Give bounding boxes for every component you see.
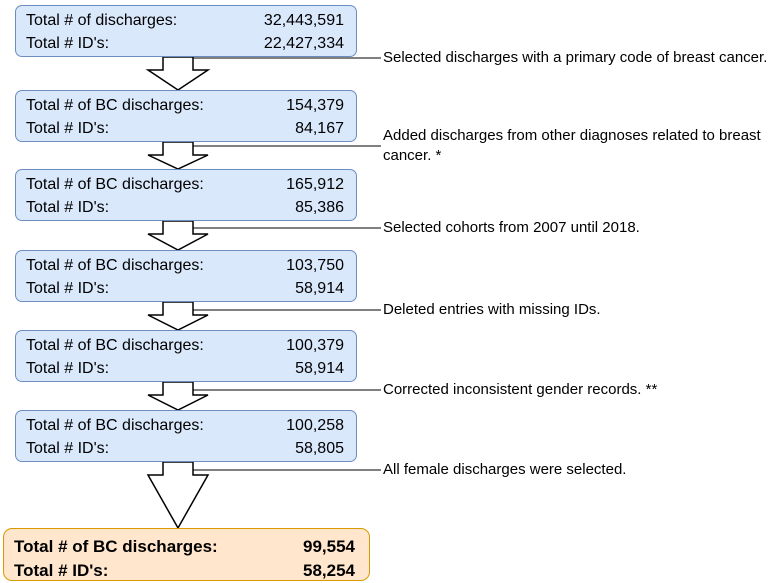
row: Total # ID's: 85,386	[26, 196, 344, 219]
label: Total # of BC discharges:	[14, 537, 218, 556]
arrow	[147, 301, 209, 331]
note: Corrected inconsistent gender records. *…	[383, 381, 658, 398]
value: 58,805	[295, 440, 344, 457]
label: Total # ID's:	[26, 35, 110, 52]
label: Total # ID's:	[14, 561, 109, 580]
row: Total # ID's: 58,914	[26, 277, 344, 300]
value: 154,379	[286, 97, 344, 114]
arrow	[145, 56, 211, 91]
label: Total # ID's:	[26, 440, 110, 457]
row: Total # of BC discharges: 165,912	[26, 173, 344, 196]
label: Total # of BC discharges:	[26, 257, 204, 274]
note: All female discharges were selected.	[383, 461, 627, 478]
row: Total # of BC discharges: 103,750	[26, 254, 344, 277]
box: Total # of BC discharges: 103,750 Total # …	[15, 250, 357, 302]
value: 58,914	[295, 280, 344, 297]
label: Total # of BC discharges:	[26, 337, 204, 354]
value: 85,386	[295, 199, 344, 216]
box: Total # of BC discharges: 100,379 Total # …	[15, 330, 357, 382]
value: 22,427,334	[263, 35, 344, 52]
row: Total # of BC discharges: 100,379	[26, 334, 344, 357]
label: Total # of BC discharges:	[26, 176, 204, 193]
row: Total # of BC discharges: 100,258	[26, 414, 344, 437]
note: Deleted entries with missing IDs.	[383, 301, 601, 318]
box: Total # of discharges: 32,443,591 Total # …	[15, 5, 357, 57]
row: Total # of BC discharges: 154,379	[26, 94, 344, 117]
arrow	[147, 381, 209, 411]
box: Total # of BC discharges: 100,258 Total # …	[15, 410, 357, 462]
arrow	[147, 220, 209, 251]
note: Selected cohorts from 2007 until 2018.	[383, 219, 640, 236]
value: 100,258	[286, 417, 344, 434]
row: Total # ID's: 58,254	[14, 559, 355, 583]
row: Total # ID's: 84,167	[26, 117, 344, 140]
row: Total # of discharges: 32,443,591	[26, 9, 344, 32]
value: 58,914	[295, 360, 344, 377]
box: Total # of BC discharges: 99,554 Total # I…	[3, 528, 370, 581]
label: Total # ID's:	[26, 360, 110, 377]
arrow	[147, 141, 209, 170]
value: 84,167	[295, 120, 344, 137]
value: 100,379	[286, 337, 344, 354]
value: 99,554	[303, 537, 355, 556]
value: 165,912	[286, 176, 344, 193]
label: Total # of discharges:	[26, 12, 178, 29]
value: 32,443,591	[263, 12, 344, 29]
row: Total # ID's: 22,427,334	[26, 32, 344, 55]
value: 103,750	[286, 257, 344, 274]
label: Total # ID's:	[26, 120, 110, 137]
value: 58,254	[303, 561, 355, 580]
row: Total # ID's: 58,914	[26, 357, 344, 380]
arrow	[146, 461, 210, 530]
row: Total # ID's: 58,805	[26, 437, 344, 460]
label: Total # ID's:	[26, 199, 110, 216]
row: Total # of BC discharges: 99,554	[14, 535, 355, 559]
note: Selected discharges with a primary code …	[383, 49, 768, 66]
box: Total # of BC discharges: 165,912 Total # …	[15, 169, 357, 221]
note: Added discharges from other diagnoses re…	[383, 127, 761, 164]
label: Total # ID's:	[26, 280, 110, 297]
label: Total # of BC discharges:	[26, 97, 204, 114]
label: Total # of BC discharges:	[26, 417, 204, 434]
box: Total # of BC discharges: 154,379 Total # …	[15, 90, 357, 142]
